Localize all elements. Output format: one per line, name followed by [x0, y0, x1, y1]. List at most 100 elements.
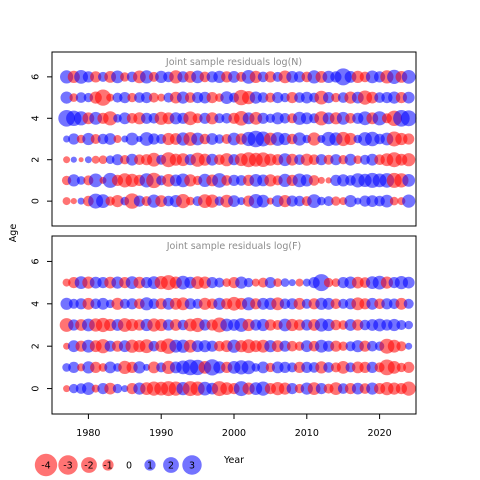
legend-label: -3: [63, 461, 72, 472]
residual-bubble: [331, 196, 341, 206]
residual-bubble: [372, 111, 387, 126]
residual-bubble: [140, 70, 154, 84]
residual-bubble: [307, 194, 321, 209]
residual-bubble: [175, 194, 191, 209]
residual-bubble: [127, 92, 137, 103]
panel-title: Joint sample residuals log(N): [165, 57, 302, 68]
legend-bubble: [182, 455, 202, 475]
panel-frame: [51, 51, 417, 227]
residual-bubble: [157, 93, 166, 102]
legend-bubble: [34, 453, 58, 477]
x-tick-label: 2000: [222, 428, 246, 439]
residual-bubble: [257, 361, 269, 374]
residual-bubble: [90, 361, 102, 373]
residual-bubble: [272, 92, 284, 104]
residual-bubble: [330, 340, 342, 352]
residual-bubble: [88, 173, 103, 188]
residual-bubble: [63, 135, 71, 143]
residual-bubble: [323, 362, 334, 373]
residual-bubble: [387, 361, 401, 374]
residual-bubble: [98, 155, 108, 164]
residual-bubble: [70, 156, 77, 163]
residual-bubble: [206, 92, 218, 104]
y-tick-label: 2: [31, 343, 42, 349]
residual-bubble: [141, 92, 153, 104]
residual-bubble: [84, 156, 92, 164]
residual-bubble: [405, 342, 413, 350]
residual-bubble: [402, 174, 416, 187]
residual-bubble: [344, 195, 357, 208]
residual-bubble: [63, 385, 71, 393]
residual-bubble: [286, 340, 298, 352]
residual-bubble: [94, 89, 112, 106]
residual-bubble: [183, 111, 198, 126]
residual-bubble: [121, 385, 129, 393]
residual-bubble: [330, 298, 342, 310]
residual-bubble: [257, 112, 269, 124]
residual-bubble: [148, 133, 160, 145]
residual-bubble: [323, 92, 335, 104]
residual-bubble: [125, 132, 139, 146]
residual-bubble: [90, 134, 101, 144]
residual-bubble: [294, 195, 305, 207]
residual-bubble: [264, 277, 276, 289]
residual-bubble: [90, 71, 102, 83]
residual-bubble: [251, 278, 260, 287]
residual-bubble: [264, 319, 276, 331]
residual-bubble: [77, 197, 85, 205]
y-tick-label: 4: [31, 115, 42, 121]
residual-bubble: [103, 111, 118, 126]
residual-bubble: [403, 133, 415, 145]
legend-label: -2: [84, 461, 93, 472]
residual-bubble: [338, 341, 348, 351]
residual-bubble: [344, 132, 357, 146]
residual-bubble: [111, 70, 124, 84]
panel-title: Joint sample residuals log(F): [166, 241, 302, 252]
residual-bubble: [300, 91, 313, 104]
residual-bubble: [323, 277, 334, 288]
x-tick-label: 2020: [368, 428, 392, 439]
residual-bubble: [97, 297, 109, 310]
residual-bubble: [301, 361, 313, 373]
residual-bubble: [111, 154, 124, 166]
residual-bubble: [186, 196, 195, 206]
residual-bubble: [315, 383, 327, 395]
y-tick-label: 2: [31, 157, 42, 163]
residual-bubble: [325, 177, 332, 184]
residual-bubble: [331, 92, 341, 103]
residual-bubble: [82, 132, 95, 146]
residual-bubble: [241, 360, 256, 375]
legend-bubble: [81, 457, 97, 473]
residual-bubble: [235, 276, 248, 289]
residual-bubble: [400, 110, 417, 127]
residual-bubble: [111, 297, 124, 310]
residual-bubble: [317, 196, 326, 206]
y-axis-title: Age: [8, 224, 19, 243]
y-tick-label: 6: [31, 258, 42, 264]
residual-bubble: [280, 278, 290, 287]
residual-bubble: [279, 361, 291, 373]
residual-bubble: [389, 196, 399, 206]
residual-bubble: [402, 194, 416, 208]
residual-bubble: [214, 277, 225, 288]
residual-bubble: [228, 71, 240, 83]
residual-bubble: [366, 361, 378, 373]
residual-bubble: [388, 318, 401, 332]
residual-bubble: [387, 339, 401, 353]
residual-bubble: [104, 361, 117, 374]
residual-bubble: [403, 298, 414, 309]
residual-bubble: [214, 134, 225, 144]
residual-bubble: [112, 383, 123, 394]
x-tick-label: 1990: [149, 428, 173, 439]
legend-bubble: [144, 459, 156, 471]
residual-bubble: [133, 361, 146, 374]
residual-bubble: [205, 194, 219, 208]
residual-bubble: [295, 278, 304, 287]
residual-bubble: [91, 155, 100, 164]
residual-bubble: [292, 132, 307, 146]
residual-bubble: [111, 195, 124, 208]
residual-bubble: [228, 174, 240, 186]
residual-bubble: [293, 297, 306, 310]
residual-bubble: [141, 112, 153, 124]
residual-bubble: [60, 91, 73, 104]
